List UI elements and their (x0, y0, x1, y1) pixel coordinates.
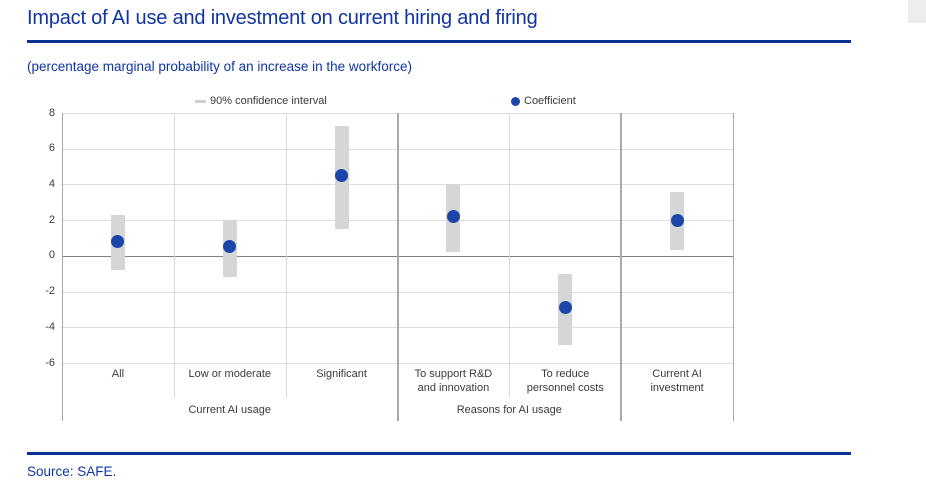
coefficient-dot-icon (511, 96, 520, 106)
group-separator-line (620, 113, 623, 421)
coefficient-dot (223, 240, 237, 254)
axis-group-label: Reasons for AI usage (456, 404, 562, 416)
y-axis-tick-label: 2 (48, 213, 55, 226)
page-subtitle: (percentage marginal probability of an i… (27, 59, 412, 74)
category-label: Significant (316, 368, 367, 380)
coefficient-dot (335, 169, 349, 182)
footer-divider (27, 452, 851, 455)
coefficient-dot (446, 210, 460, 224)
legend-item-coefficient: Coefficient (511, 94, 576, 108)
y-axis-tick-label: 8 (48, 106, 55, 119)
plot-left-edge (62, 113, 63, 421)
axis-group-label: Current AI usage (188, 404, 272, 416)
category-label: To reduce personnel costs (526, 368, 604, 395)
ci-dash-icon (195, 99, 206, 103)
group-separator-line (396, 113, 399, 421)
coefficient-dot (558, 301, 572, 315)
y-axis-tick-label: -6 (45, 356, 55, 369)
category-label: To support R&D and innovation (414, 368, 493, 395)
source-note: Source: SAFE. (27, 464, 117, 479)
y-axis-tick-label: 0 (48, 249, 55, 262)
category-label: All (111, 368, 125, 380)
category-separator-line (173, 113, 175, 398)
y-axis-tick-label: -4 (45, 320, 55, 333)
plot-right-edge (733, 113, 734, 421)
coefficient-dot (111, 235, 125, 249)
y-axis-tick-label: 6 (48, 142, 55, 155)
scrollbar-fragment[interactable] (908, 0, 926, 23)
legend-label-coefficient: Coefficient (524, 95, 576, 107)
legend-label-confidence-interval: 90% confidence interval (210, 95, 327, 107)
category-label: Low or moderate (188, 368, 272, 380)
y-axis-tick-label: 4 (48, 177, 55, 190)
coefficient-dot (670, 213, 684, 227)
page-title: Impact of AI use and investment on curre… (27, 7, 538, 29)
legend-item-confidence-interval: 90% confidence interval (195, 94, 327, 108)
category-separator-line (285, 113, 287, 398)
category-label: Current AI investment (650, 368, 704, 395)
category-separator-line (509, 113, 511, 398)
y-axis-tick-label: -2 (45, 285, 55, 298)
title-divider (27, 40, 851, 43)
